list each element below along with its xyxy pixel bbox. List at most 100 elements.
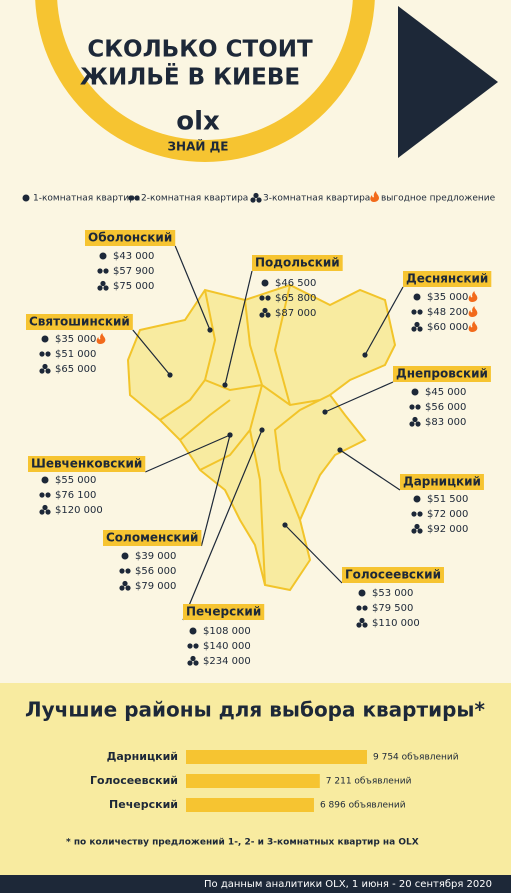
price: $92 000 <box>427 524 468 535</box>
play-triangle <box>398 6 498 158</box>
room-icon <box>265 295 271 301</box>
chart-title: Лучшие районы для выбора квартиры* <box>25 698 485 722</box>
room-icon <box>45 368 51 374</box>
room-icon <box>42 504 48 511</box>
price: $45 000 <box>425 387 466 398</box>
district-highlight <box>85 230 176 246</box>
room-icon <box>256 197 262 203</box>
connector-dot <box>322 409 328 415</box>
room-icon <box>39 368 45 374</box>
district-highlight <box>252 255 343 271</box>
room-icon <box>128 195 134 201</box>
price: $57 900 <box>113 266 154 277</box>
map <box>126 283 397 592</box>
room-icon <box>414 321 420 328</box>
deal-icon <box>468 321 478 332</box>
price: $48 200 <box>427 307 468 318</box>
price: $56 000 <box>135 566 176 577</box>
districts: Оболонский $43 000 $57 900 $75 000 Подольски… <box>26 230 492 667</box>
room-icon <box>259 312 265 318</box>
district-highlight <box>26 314 133 330</box>
legend-label: 2-комнатная квартира <box>141 194 248 204</box>
room-icon <box>362 605 368 611</box>
room-icon <box>193 643 199 649</box>
room-icon <box>103 285 109 291</box>
connector-dot <box>207 327 213 333</box>
room-icon <box>409 421 415 427</box>
price: $46 500 <box>275 278 316 289</box>
room-icon <box>259 295 265 301</box>
category-label: Дарницкий <box>107 750 178 763</box>
district-highlight <box>342 567 444 583</box>
room-icon <box>39 351 45 357</box>
price: $72 000 <box>427 509 468 520</box>
price: $120 000 <box>55 505 103 516</box>
district-highlight <box>393 366 491 382</box>
connector <box>200 434 231 547</box>
title-line: СКОЛЬКО СТОИТ <box>87 37 313 63</box>
room-icon <box>253 192 259 199</box>
logo: olx <box>176 107 220 137</box>
category-label: Голосеевский <box>90 774 178 787</box>
room-icon <box>409 404 415 410</box>
room-icon <box>417 309 423 315</box>
room-icon <box>411 528 417 534</box>
room-icon <box>359 617 365 624</box>
bar-chart: Дарницкий 9 754 объявлений Голосеевский 7 2… <box>90 750 459 812</box>
price: $55 000 <box>55 475 96 486</box>
room-icon <box>189 627 197 635</box>
city-outline <box>126 283 397 592</box>
connector <box>364 286 404 356</box>
connector <box>284 524 343 584</box>
room-icon <box>125 568 131 574</box>
room-icon <box>187 660 193 666</box>
category-label: Печерский <box>109 798 178 811</box>
room-icon <box>417 511 423 517</box>
connector-dot <box>259 427 265 433</box>
room-icon <box>190 655 196 662</box>
connector <box>224 270 253 386</box>
district-name: Голосеевский <box>345 568 441 582</box>
district-name: Дарницкий <box>403 475 481 489</box>
room-icon <box>261 279 269 287</box>
district-name: Деснянский <box>406 272 488 286</box>
district-highlight <box>400 474 484 490</box>
room-icon <box>125 585 131 591</box>
price: $79 000 <box>135 581 176 592</box>
legend-label: 3-комнатная квартира <box>263 194 370 204</box>
room-icon <box>356 605 362 611</box>
price: $60 000 <box>427 322 468 333</box>
price: $51 500 <box>427 494 468 505</box>
room-icon <box>362 622 368 628</box>
title-line: ЖИЛЬЁ В КИЕВЕ <box>80 63 300 91</box>
room-icon <box>45 509 51 515</box>
price: $140 000 <box>203 641 251 652</box>
connector <box>324 381 394 413</box>
tagline: ЗНАЙ ДЕ <box>168 139 229 154</box>
footnote: * по количеству предложений 1-, 2- и 3-к… <box>66 838 419 848</box>
room-icon <box>122 580 128 587</box>
value-label: 7 211 объявлений <box>326 777 412 787</box>
deal-icon <box>96 333 106 344</box>
room-icon <box>413 495 421 503</box>
room-icon <box>414 523 420 530</box>
room-icon <box>250 197 256 203</box>
value-label: 9 754 объявлений <box>373 753 459 763</box>
room-icon <box>45 492 51 498</box>
district-name: Святошинский <box>29 315 130 329</box>
room-icon <box>265 312 271 318</box>
connector-dot <box>222 382 228 388</box>
price: $56 000 <box>425 402 466 413</box>
room-icon <box>134 195 140 201</box>
district-highlight <box>183 604 265 620</box>
bar <box>186 774 320 788</box>
price: $79 500 <box>372 603 413 614</box>
district-highlight <box>403 271 492 287</box>
bar <box>186 798 314 812</box>
room-icon <box>103 268 109 274</box>
room-icon <box>411 511 417 517</box>
room-icon <box>358 589 366 597</box>
price: $65 000 <box>55 364 96 375</box>
price: $108 000 <box>203 626 251 637</box>
